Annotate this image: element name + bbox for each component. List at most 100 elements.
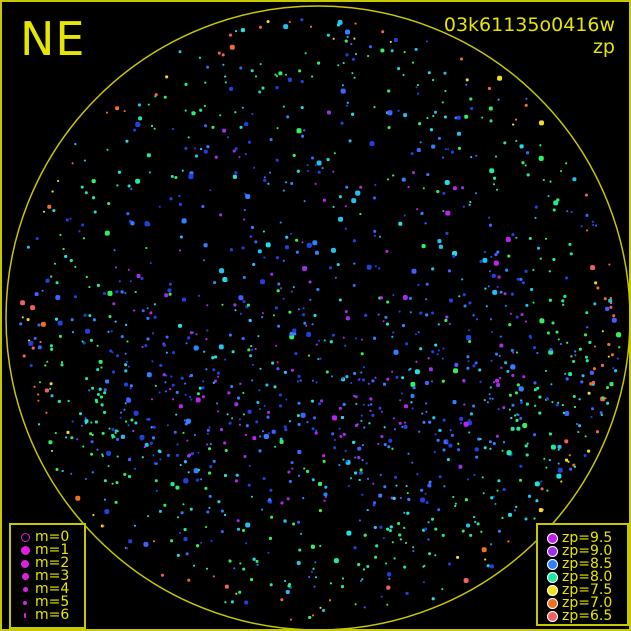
star-marker <box>355 190 361 196</box>
star-marker <box>382 320 385 323</box>
star-marker <box>220 428 224 432</box>
star-marker <box>108 427 111 430</box>
star-marker <box>500 366 503 369</box>
star-marker <box>332 37 335 40</box>
star-marker <box>28 339 31 342</box>
star-marker <box>237 527 240 531</box>
star-marker <box>263 176 266 179</box>
star-marker <box>151 360 154 363</box>
star-marker <box>172 351 175 355</box>
star-marker <box>327 110 331 115</box>
star-marker <box>154 479 158 483</box>
star-marker <box>519 478 522 482</box>
star-marker <box>609 297 612 299</box>
star-marker <box>476 522 480 526</box>
star-marker <box>481 547 487 553</box>
star-marker <box>457 131 461 136</box>
star-marker <box>405 541 407 544</box>
star-marker <box>473 473 476 476</box>
star-marker <box>556 198 560 202</box>
star-marker <box>298 548 302 552</box>
star-marker <box>247 348 251 352</box>
star-marker <box>107 330 110 333</box>
star-marker <box>596 286 600 290</box>
star-marker <box>257 335 260 338</box>
star-marker <box>367 404 370 407</box>
star-marker <box>238 156 241 159</box>
star-marker <box>128 365 130 368</box>
star-marker <box>519 144 524 149</box>
star-marker <box>188 453 192 457</box>
star-marker <box>149 311 153 315</box>
star-marker <box>224 75 227 78</box>
star-marker <box>286 115 290 119</box>
magnitude-symbol-icon <box>15 559 35 568</box>
star-marker <box>183 528 187 532</box>
star-marker <box>398 533 402 537</box>
star-marker <box>361 459 364 462</box>
star-marker <box>491 330 494 333</box>
star-marker <box>415 86 418 89</box>
star-marker <box>162 343 166 347</box>
star-marker <box>446 458 450 462</box>
star-marker <box>347 484 350 487</box>
star-marker <box>333 152 336 155</box>
star-marker <box>569 252 573 256</box>
star-marker <box>534 404 537 407</box>
star-marker <box>103 411 107 414</box>
star-marker <box>307 169 310 172</box>
star-marker <box>520 401 523 405</box>
star-marker <box>37 323 41 327</box>
star-marker <box>591 220 594 223</box>
zp-legend-item: zp=9.0 <box>542 544 627 558</box>
star-marker <box>431 267 435 271</box>
star-marker <box>366 565 370 568</box>
star-marker <box>424 381 429 385</box>
star-marker <box>208 506 211 509</box>
star-marker <box>146 316 150 320</box>
star-marker <box>350 477 353 480</box>
star-marker <box>165 390 167 393</box>
star-marker <box>452 254 456 258</box>
star-marker <box>365 462 368 465</box>
star-marker <box>233 567 236 570</box>
star-marker <box>55 281 59 285</box>
star-marker <box>128 475 131 479</box>
star-marker <box>467 360 470 363</box>
star-marker <box>102 292 106 295</box>
star-marker <box>169 388 172 391</box>
star-marker <box>462 293 466 297</box>
star-marker <box>442 347 445 350</box>
star-marker <box>116 354 120 358</box>
star-marker <box>443 115 447 119</box>
star-marker <box>217 375 219 378</box>
star-marker <box>412 171 415 175</box>
magnitude-legend-item: m=3 <box>15 569 84 583</box>
star-marker <box>410 394 415 398</box>
star-marker <box>306 469 310 473</box>
star-marker <box>512 123 515 126</box>
star-marker <box>592 367 596 371</box>
star-marker <box>101 455 104 457</box>
star-marker <box>258 408 261 410</box>
star-marker <box>466 335 471 341</box>
star-marker <box>360 414 363 417</box>
frame-info: 03k61135o0416w zp <box>444 14 615 58</box>
star-marker <box>35 237 39 241</box>
star-marker <box>239 125 243 129</box>
star-marker <box>26 318 30 322</box>
star-marker <box>387 445 391 449</box>
star-marker <box>175 413 178 416</box>
star-marker <box>312 567 315 570</box>
star-marker <box>115 290 119 294</box>
star-marker <box>515 391 518 395</box>
star-marker <box>520 313 524 317</box>
star-marker <box>317 358 320 361</box>
star-marker <box>508 512 512 517</box>
star-marker <box>146 372 152 378</box>
star-marker <box>134 524 136 527</box>
star-marker <box>261 508 264 511</box>
star-marker <box>548 270 551 273</box>
star-marker <box>196 392 200 396</box>
